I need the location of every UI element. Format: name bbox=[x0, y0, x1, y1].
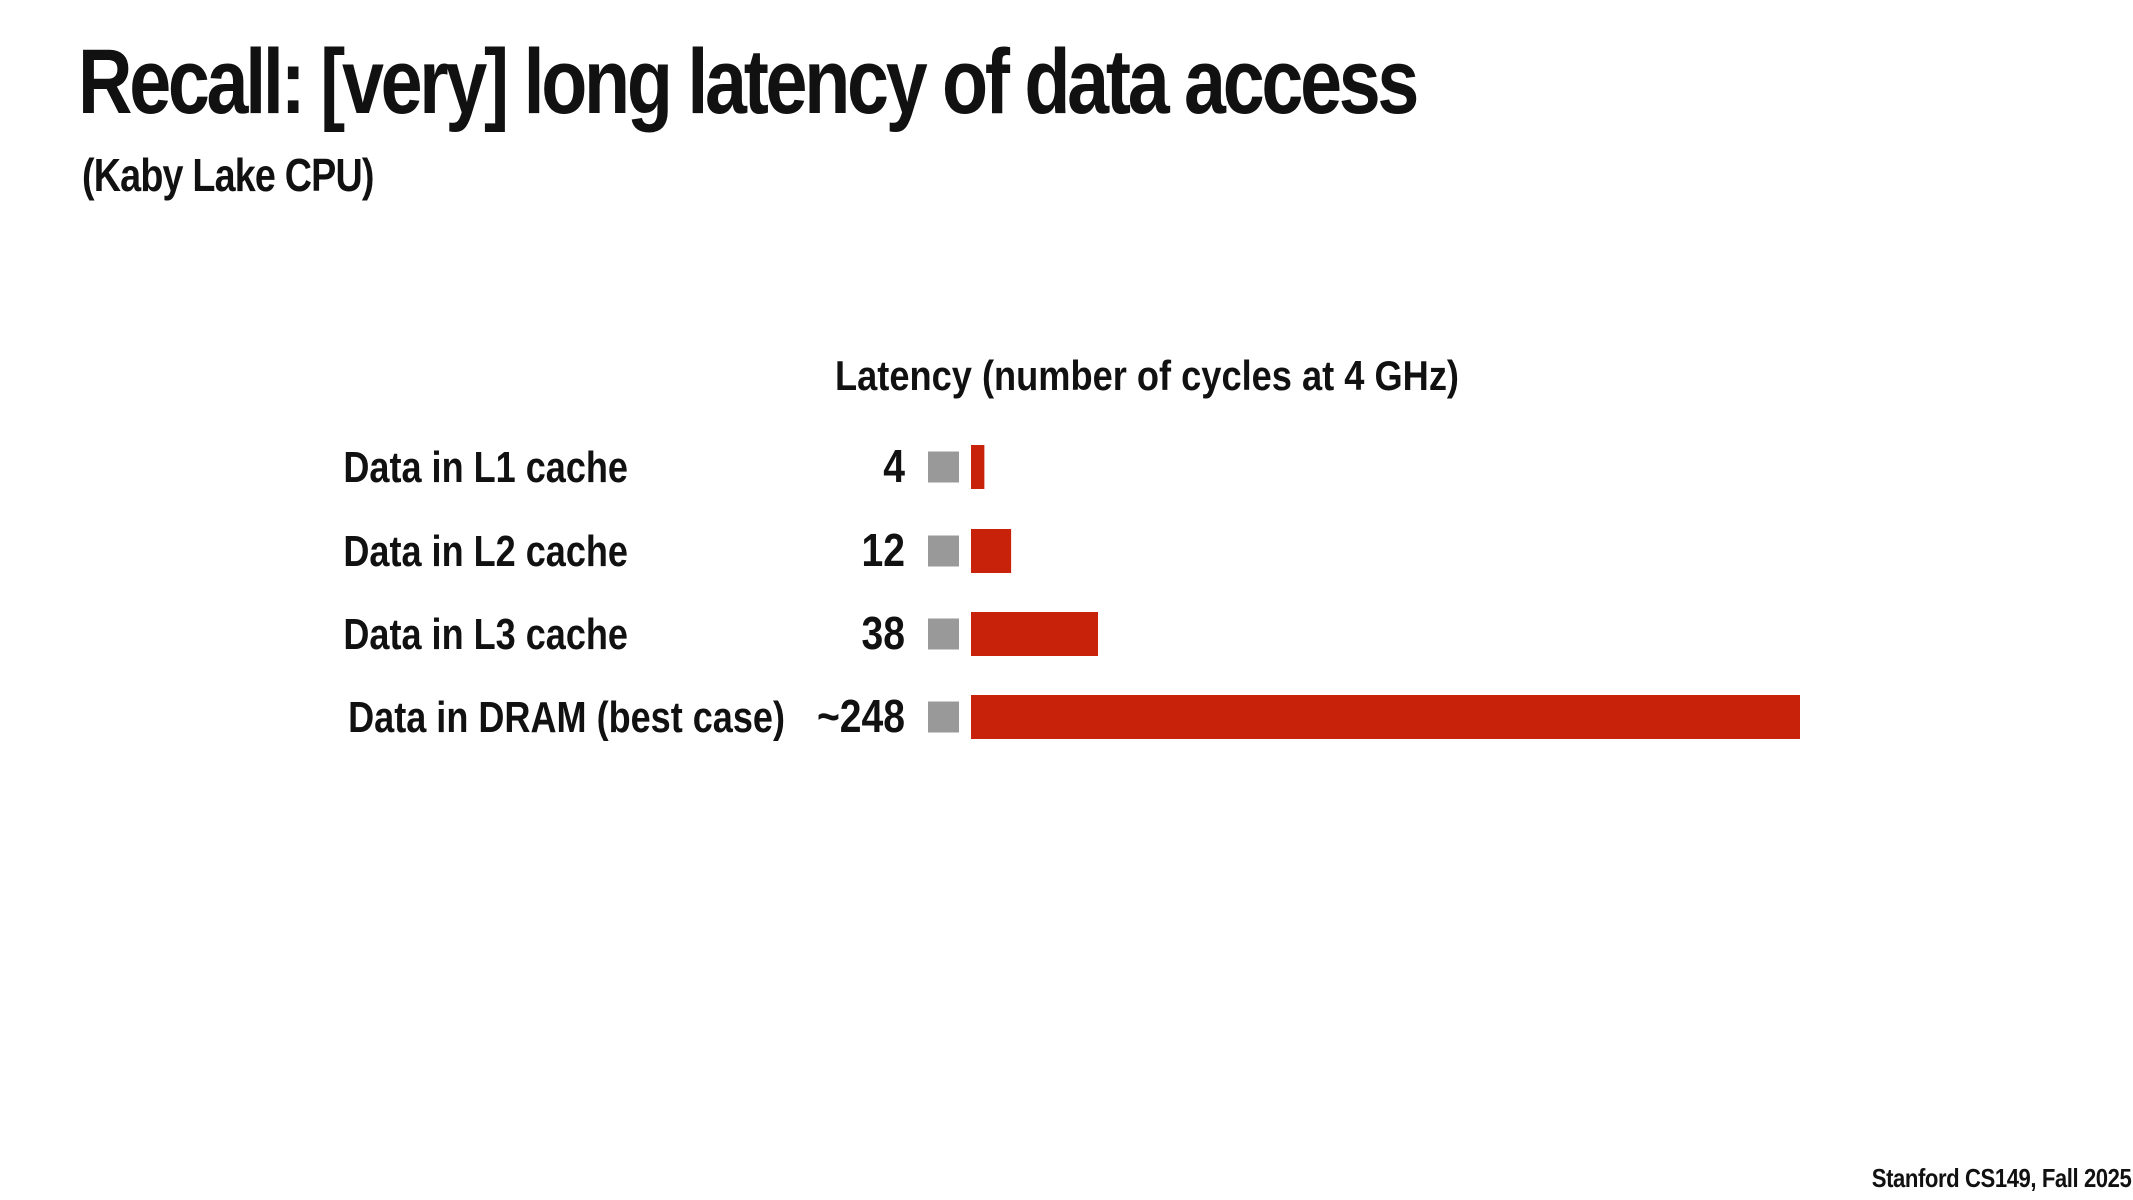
slide-subtitle: (Kaby Lake CPU) bbox=[82, 149, 374, 201]
bar bbox=[971, 695, 1800, 739]
legend-marker bbox=[928, 618, 959, 650]
legend-marker bbox=[928, 535, 959, 567]
bars-layer: Data in L1 cache 4 Data in L2 cache 12 Data … bbox=[343, 441, 1800, 743]
value-label: 4 bbox=[883, 441, 905, 493]
bar bbox=[971, 612, 1099, 656]
bar bbox=[971, 445, 985, 489]
category-label: Data in L2 cache bbox=[343, 527, 628, 576]
value-label: ~248 bbox=[817, 691, 905, 743]
value-label: 38 bbox=[862, 608, 905, 660]
legend-marker bbox=[928, 451, 959, 483]
footer-course-label: Stanford CS149, Fall 2025 bbox=[1871, 1163, 2131, 1193]
category-label: Data in DRAM (best case) bbox=[348, 693, 785, 742]
value-label: 12 bbox=[862, 525, 905, 577]
chart-title: Latency (number of cycles at 4 GHz) bbox=[835, 352, 1459, 399]
category-label: Data in L3 cache bbox=[343, 610, 628, 659]
category-label: Data in L1 cache bbox=[343, 443, 628, 492]
bar bbox=[971, 529, 1012, 573]
legend-marker bbox=[928, 701, 959, 733]
slide-title: Recall: [very] long latency of data acce… bbox=[78, 31, 1419, 133]
